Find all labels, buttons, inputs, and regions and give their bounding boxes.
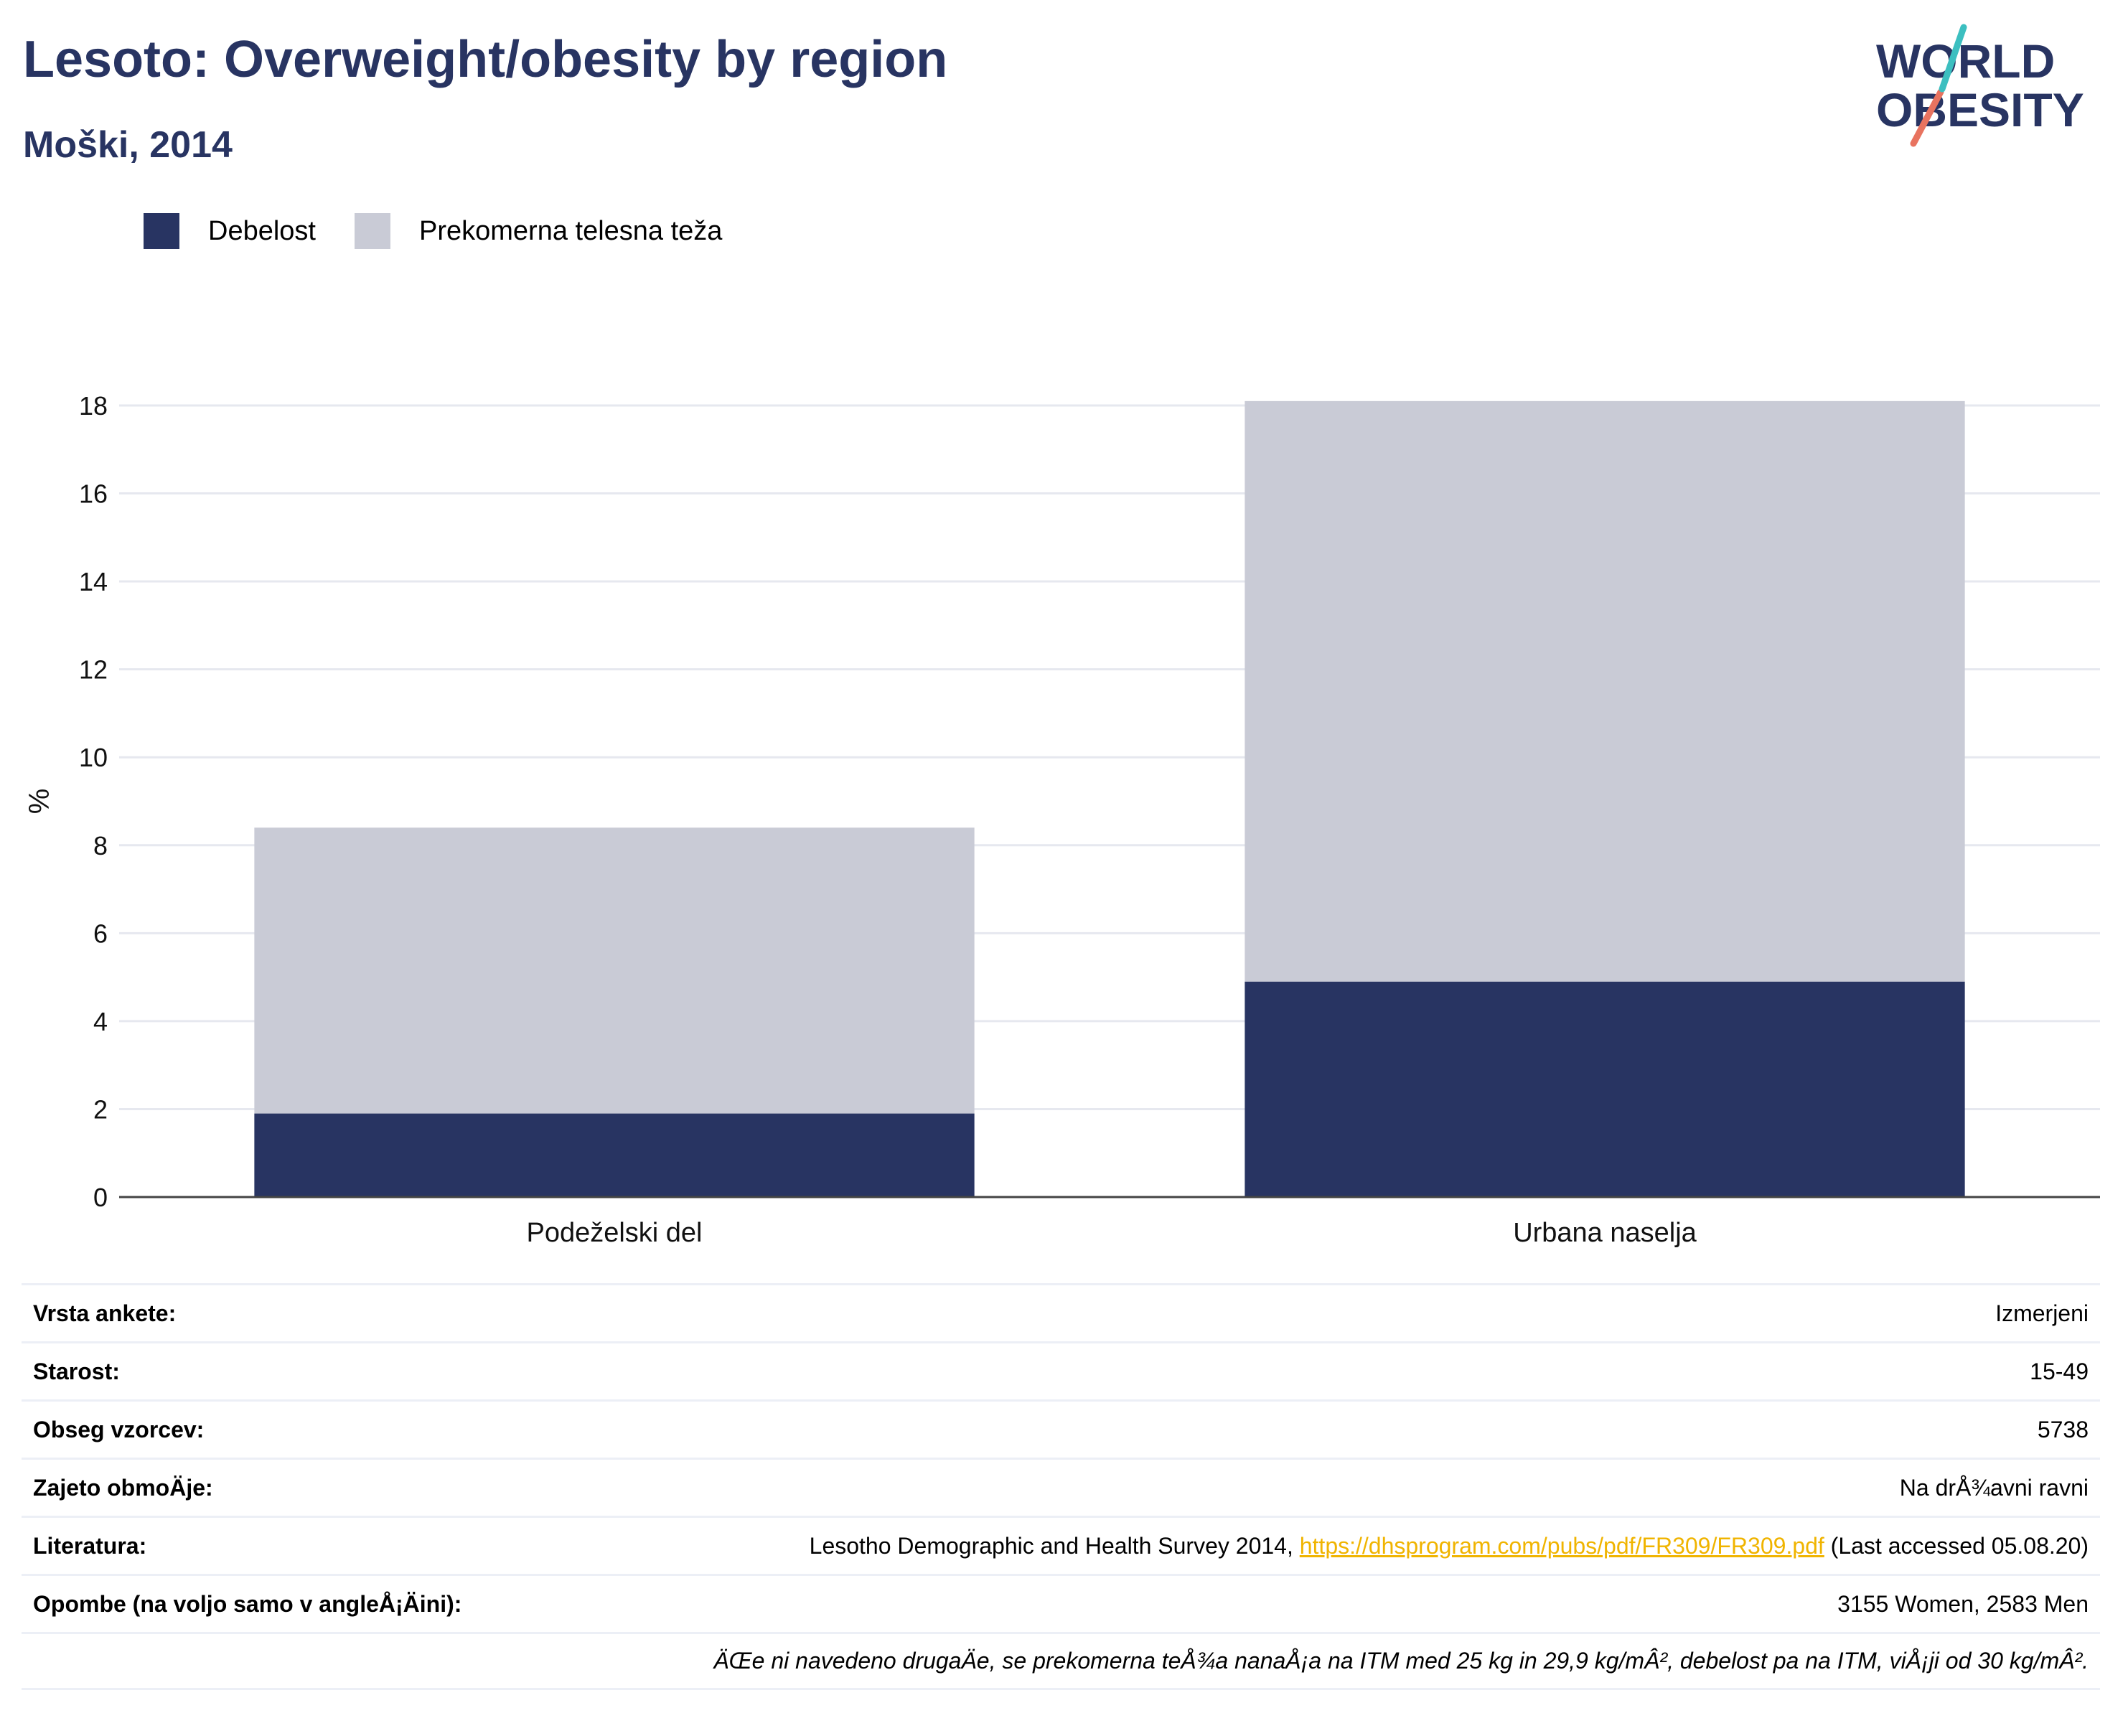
bar-overweight: [254, 827, 975, 1114]
meta-value: 3155 Women, 2583 Men: [1837, 1590, 2089, 1617]
meta-key: Zajeto obmoÄje:: [33, 1474, 213, 1501]
legend-swatch-obesity: [144, 213, 179, 249]
meta-row-definition-note: ÄŒe ni navedeno drugaÄe, se prekomerna t…: [22, 1632, 2100, 1690]
reference-accessed: (Last accessed 05.08.20): [1824, 1532, 2089, 1559]
y-tick-label: 0: [93, 1183, 108, 1212]
y-tick-label: 8: [93, 831, 108, 860]
meta-key: Literatura:: [33, 1532, 147, 1559]
legend-label-overweight: Prekomerna telesna teža: [418, 215, 723, 246]
world-obesity-logo: WORLD OBESITY: [1876, 24, 2084, 147]
stacked-bar-chart: 0 2 4 6 8 10 12 14 16 18% Podeželski del Urbana nas…: [24, 391, 2100, 1248]
legend: Debelost Prekomerna telesna teža: [144, 212, 761, 250]
meta-row-reference: Literatura: Lesotho Demographic and Heal…: [22, 1516, 2100, 1574]
y-tick-label: 10: [79, 743, 108, 772]
reference-text: Lesotho Demographic and Health Survey 20…: [809, 1532, 1300, 1559]
meta-value: Izmerjeni: [1995, 1300, 2089, 1326]
y-tick-label: 16: [79, 479, 108, 509]
x-tick-label: Urbana naselja: [1513, 1218, 1697, 1248]
chart-subtitle: Moški, 2014: [23, 124, 233, 166]
x-tick-label: Podeželski del: [526, 1218, 702, 1248]
meta-key: Vrsta ankete:: [33, 1300, 177, 1326]
chart-title: Lesoto: Overweight/obesity by region: [23, 31, 948, 88]
meta-value: 15-49: [2030, 1358, 2089, 1384]
legend-swatch-overweight: [354, 213, 390, 249]
bar-obesity: [1245, 981, 1965, 1197]
y-tick-label: 4: [93, 1007, 108, 1036]
y-axis-label: %: [24, 789, 55, 815]
meta-value: 5738: [2037, 1416, 2089, 1442]
logo-slash-upper: [1939, 24, 1967, 93]
meta-value: Lesotho Demographic and Health Survey 20…: [810, 1533, 2089, 1559]
meta-row-sample-size: Obseg vzorcev: 5738: [22, 1399, 2100, 1458]
y-tick-label: 12: [79, 655, 108, 685]
y-tick-label: 2: [93, 1094, 108, 1124]
y-tick-label: 18: [79, 391, 108, 421]
meta-row-survey-type: Vrsta ankete: Izmerjeni: [22, 1283, 2100, 1341]
bar-obesity: [254, 1113, 975, 1197]
logo-line2: OBESITY: [1876, 83, 2084, 136]
legend-label-obesity: Debelost: [208, 215, 316, 246]
bar-overweight: [1245, 400, 1965, 982]
meta-value: Na drÅ¾avni ravni: [1899, 1474, 2089, 1501]
meta-key: Obseg vzorcev:: [33, 1416, 205, 1442]
logo-slash-lower: [1910, 88, 1944, 147]
y-tick-label: 14: [79, 567, 108, 596]
meta-row-age: Starost: 15-49: [22, 1341, 2100, 1399]
logo-line1: WORLD: [1876, 34, 2055, 88]
meta-row-area-covered: Zajeto obmoÄje: Na drÅ¾avni ravni: [22, 1458, 2100, 1516]
meta-key: Opombe (na voljo samo v angleÅ¡Äini):: [33, 1590, 462, 1617]
meta-row-notes: Opombe (na voljo samo v angleÅ¡Äini): 31…: [22, 1574, 2100, 1632]
survey-metadata-table: Vrsta ankete: Izmerjeni Starost: 15-49 O…: [22, 1283, 2100, 1690]
definition-note: ÄŒe ni navedeno drugaÄe, se prekomerna t…: [713, 1648, 2089, 1674]
meta-key: Starost:: [33, 1358, 120, 1384]
y-tick-label: 6: [93, 919, 108, 948]
reference-link[interactable]: https://dhsprogram.com/pubs/pdf/FR309/FR…: [1299, 1532, 1824, 1559]
